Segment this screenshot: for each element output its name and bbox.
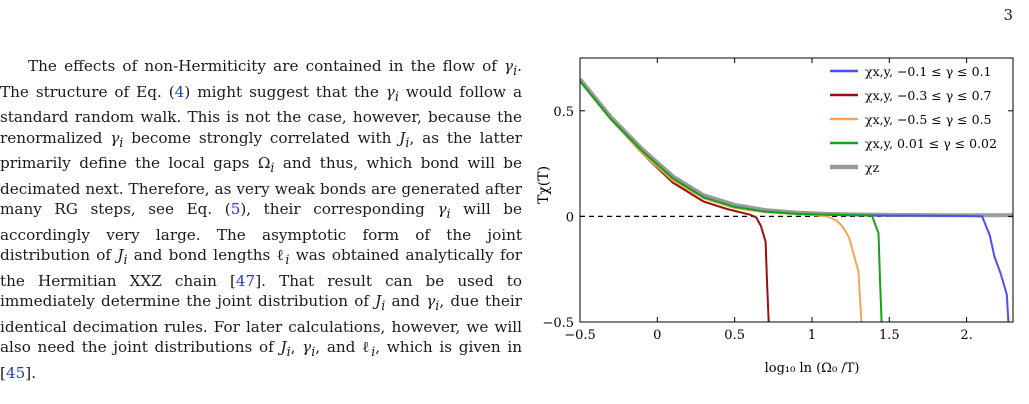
math-symbol: J [399,128,406,147]
x-tick-label: 0 [653,328,661,343]
para-text: and thus, which bond will be decimated n… [0,154,523,219]
para-text: , as the latter primarily define the loc… [0,128,522,173]
y-tick-label: 0 [566,210,574,225]
x-tick-label: 1 [808,328,816,343]
body-paragraph: The effects of non-Hermiticity are conta… [0,56,522,383]
para-text: would follow a standard random walk. Thi… [0,82,522,147]
legend-label: χz [865,160,880,175]
equation-link[interactable]: 4 [174,82,185,101]
para-text: ) might suggest that the [184,82,386,101]
math-symbol: γ [385,82,395,101]
math-subscript: i [123,252,128,268]
y-tick-label: −0.5 [542,316,574,331]
x-tick-label: −0.5 [564,328,596,343]
math-symbol: J [280,338,287,357]
para-text: , and [315,338,363,357]
citation-link[interactable]: 47 [235,271,256,290]
legend: χx,y, −0.1 ≤ γ ≤ 0.1 χx,y, −0.3 ≤ γ ≤ 0.7… [830,64,997,175]
figure: −0.5 0 0.5 1 1.5 2. −0.5 0 0.5 χx,y, −0.1 ≤ γ ≤ 0… [528,40,1028,400]
math-subscript: i [311,344,316,360]
para-text: and [385,292,427,311]
math-symbol: J [117,246,124,265]
plot-frame [579,57,1014,323]
math-symbol: J [375,292,382,311]
para-text: . The structure of Eq. ( [0,57,522,101]
para-text: was obtained analytically for the Hermit… [0,246,523,290]
x-tick-label: 0.5 [724,328,745,343]
math-subscript: i [119,134,124,150]
x-axis-label: log₁₀ ln (Ω₀ /T) [765,361,860,376]
para-text: ]. [25,363,37,382]
legend-label: χx,y, −0.1 ≤ γ ≤ 0.1 [865,64,992,79]
equation-link[interactable]: 5 [230,200,241,219]
legend-label: χx,y, −0.3 ≤ γ ≤ 0.7 [865,88,992,103]
math-subscript: i [435,298,440,314]
y-tick-label: 0.5 [553,105,574,120]
x-tick-label: 1.5 [879,328,900,343]
math-subscript: i [405,134,410,150]
math-symbol: γ [426,292,436,311]
chart: −0.5 0 0.5 1 1.5 2. −0.5 0 0.5 χx,y, −0.1 ≤ γ ≤ 0… [536,57,1014,376]
legend-label: χx,y, −0.5 ≤ γ ≤ 0.5 [865,112,992,127]
math-symbol: ℓ [362,338,372,357]
para-text: become strongly correlated with [123,128,400,147]
math-symbol: γ [437,200,447,219]
para-text: The effects of non-Hermiticity are conta… [28,57,505,75]
math-subscript: i [270,160,275,176]
math-symbol: γ [302,338,312,357]
para-text: will be accordingly very large. The asym… [0,200,522,265]
para-text: ), their corresponding [240,200,438,219]
math-subscript: i [381,298,386,314]
para-text: and bond lengths [127,246,277,265]
series-line-4 [580,80,883,322]
math-subscript: i [371,344,376,360]
math-subscript: i [285,252,290,268]
y-axis-label: Tχ(T) [536,166,552,204]
math-symbol: γ [504,57,514,75]
math-symbol: Ω [257,154,271,173]
page-number: 3 [1003,6,1013,24]
math-symbol: ℓ [276,246,286,265]
series-lines [580,77,1013,322]
math-subscript: i [286,344,291,360]
math-subscript: i [394,88,399,104]
para-text: , [290,338,303,357]
citation-link[interactable]: 45 [5,363,26,382]
legend-label: χx,y, 0.01 ≤ γ ≤ 0.02 [865,136,997,151]
x-tick-label: 2. [960,328,972,343]
math-symbol: γ [110,128,120,147]
para-text: , which is given in [ [0,338,522,382]
para-text: ]. That result can be used to immediatel… [0,271,522,311]
math-subscript: i [513,63,518,79]
para-text: , due their identical decimation rules. … [0,292,522,357]
math-subscript: i [446,206,451,222]
